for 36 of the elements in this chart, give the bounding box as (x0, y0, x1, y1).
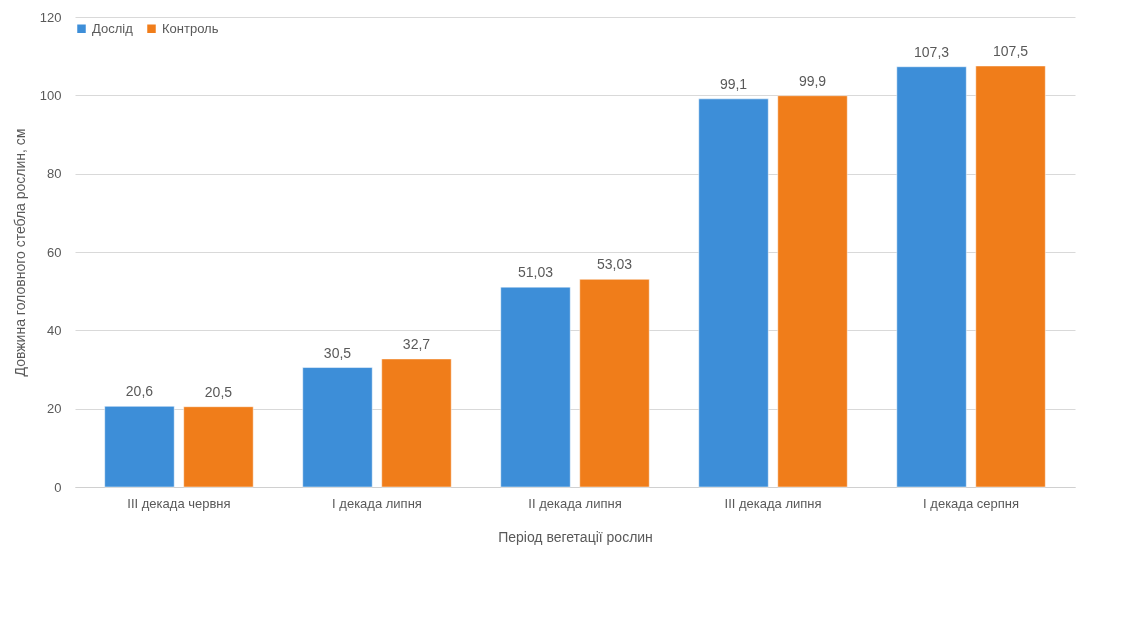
legend-label: Контроль (162, 20, 219, 36)
bar (381, 358, 452, 488)
bar (698, 98, 769, 488)
x-tick-label: I декада липня (332, 495, 422, 511)
data-label: 107,3 (914, 43, 950, 60)
bar (183, 406, 254, 488)
y-tick-label: 60 (47, 244, 62, 260)
legend-label: Дослід (92, 20, 134, 36)
x-axis-title: Період вегетації рослин (498, 528, 653, 545)
y-tick-label: 0 (54, 479, 62, 495)
bar (104, 406, 175, 488)
y-tick-label: 20 (47, 401, 62, 417)
y-tick-label: 100 (39, 87, 62, 103)
data-label: 20,5 (204, 383, 233, 400)
data-label: 32,7 (402, 335, 431, 352)
x-tick-label: III декада липня (724, 495, 822, 511)
bar (579, 279, 650, 488)
bar (896, 66, 967, 488)
data-label: 99,1 (719, 75, 748, 92)
data-label: 107,5 (993, 42, 1029, 59)
bar (302, 367, 373, 488)
y-tick-label: 120 (39, 9, 62, 25)
x-tick-label: III декада червня (127, 495, 231, 511)
data-label: 20,6 (125, 383, 154, 400)
data-label: 99,9 (798, 72, 827, 89)
y-axis-title: Довжина головного стебла рослин, см (11, 128, 28, 377)
bar (500, 286, 571, 488)
y-tick-label: 80 (47, 166, 62, 182)
data-label: 53,03 (596, 256, 633, 273)
y-tick-label: 40 (47, 322, 62, 338)
x-tick-label: I декада серпня (923, 495, 1019, 511)
bar (975, 65, 1046, 488)
x-tick-label: II декада липня (528, 495, 622, 511)
data-label: 30,5 (323, 344, 352, 361)
data-label: 51,03 (517, 264, 554, 281)
bar (777, 95, 848, 488)
